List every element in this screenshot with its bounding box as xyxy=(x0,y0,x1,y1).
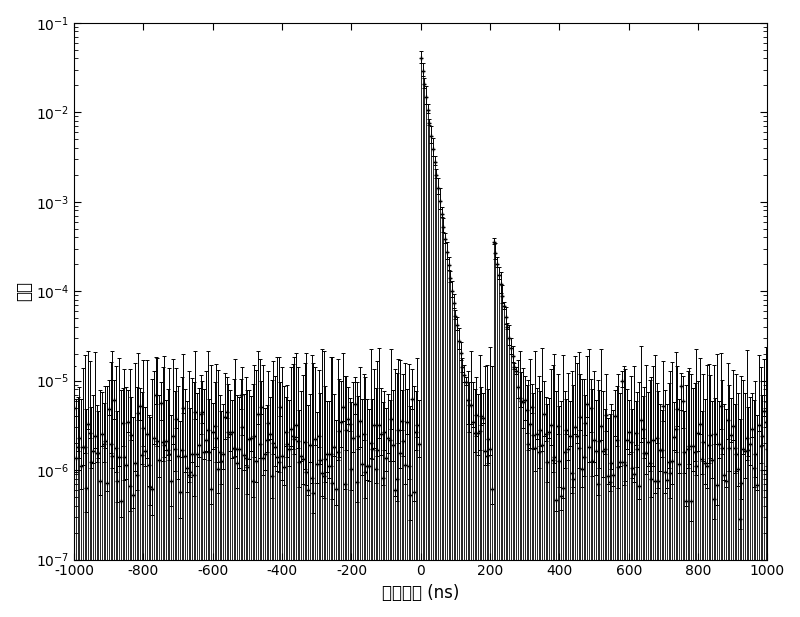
X-axis label: 时间延迟 (ns): 时间延迟 (ns) xyxy=(382,584,459,602)
Y-axis label: 幅度: 幅度 xyxy=(15,281,33,301)
